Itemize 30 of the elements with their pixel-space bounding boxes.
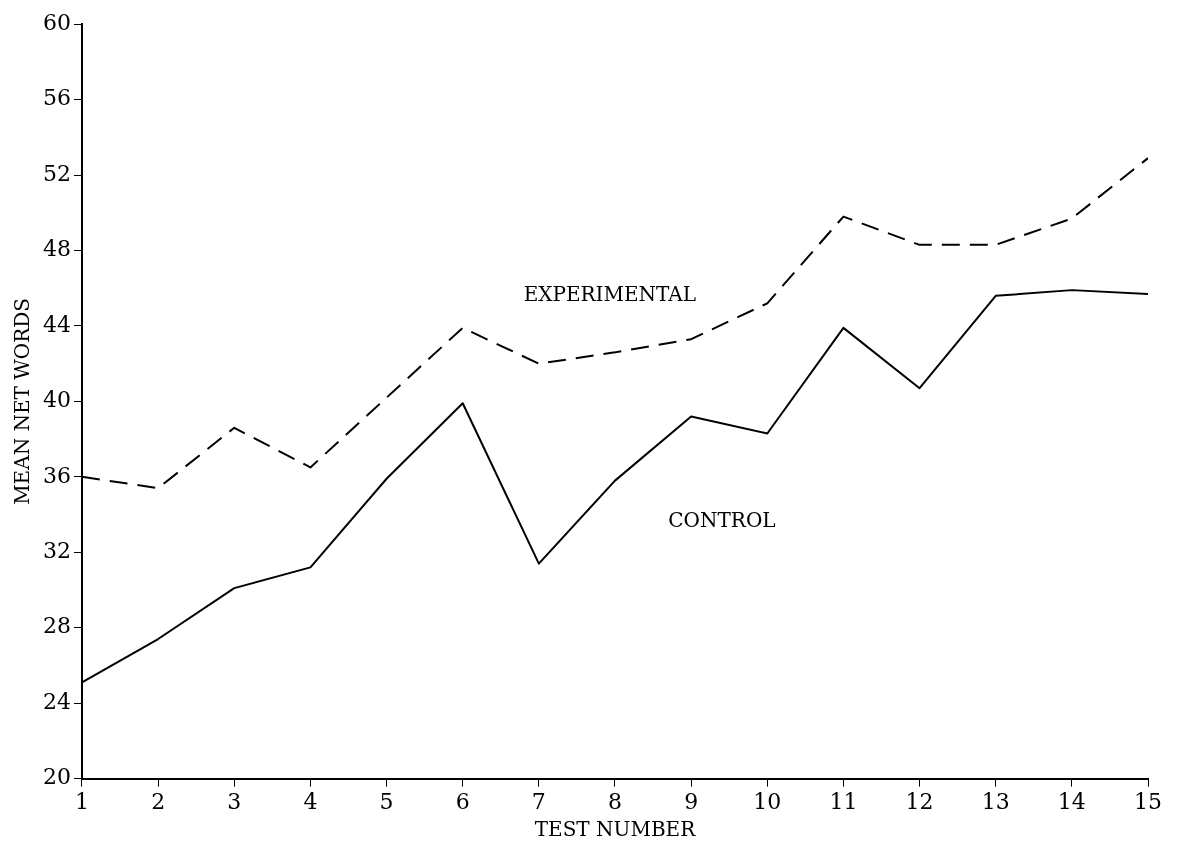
x-tick-label: 11 [829, 788, 858, 814]
x-axis-title: TEST NUMBER [534, 817, 697, 842]
y-tick-label: 44 [42, 311, 71, 337]
x-tick-label: 2 [151, 788, 166, 814]
series-label: EXPERIMENTAL [523, 281, 697, 306]
y-tick-label: 36 [42, 462, 71, 488]
y-tick-label: 56 [42, 85, 71, 111]
y-tick-label: 24 [42, 688, 71, 714]
x-tick-label: 10 [753, 788, 782, 814]
x-tick-label: 13 [981, 788, 1010, 814]
x-tick-label: 12 [905, 788, 934, 814]
text: CONTROL [668, 508, 776, 533]
y-tick-label: 48 [42, 236, 71, 262]
y-tick-label: 28 [42, 613, 71, 639]
y-tick-label: 60 [42, 9, 71, 35]
y-axis-title: MEAN NET WORDS [10, 297, 35, 505]
x-tick-label: 3 [227, 788, 242, 814]
x-tick-label: 6 [455, 788, 470, 814]
x-tick-label: 14 [1057, 788, 1086, 814]
x-tick-label: 15 [1134, 788, 1162, 814]
x-tick-label: 4 [303, 788, 318, 814]
x-tick-label: 1 [74, 788, 89, 814]
x-tick-label: 9 [684, 788, 699, 814]
y-tick-label: 52 [42, 160, 71, 186]
y-tick-label: 20 [42, 764, 71, 790]
y-tick-label: 32 [42, 538, 71, 563]
y-tick-label: 40 [42, 387, 71, 413]
x-tick-label: 5 [379, 788, 394, 814]
x-tick-label: 8 [608, 788, 622, 814]
x-tick-label: 7 [531, 788, 546, 814]
